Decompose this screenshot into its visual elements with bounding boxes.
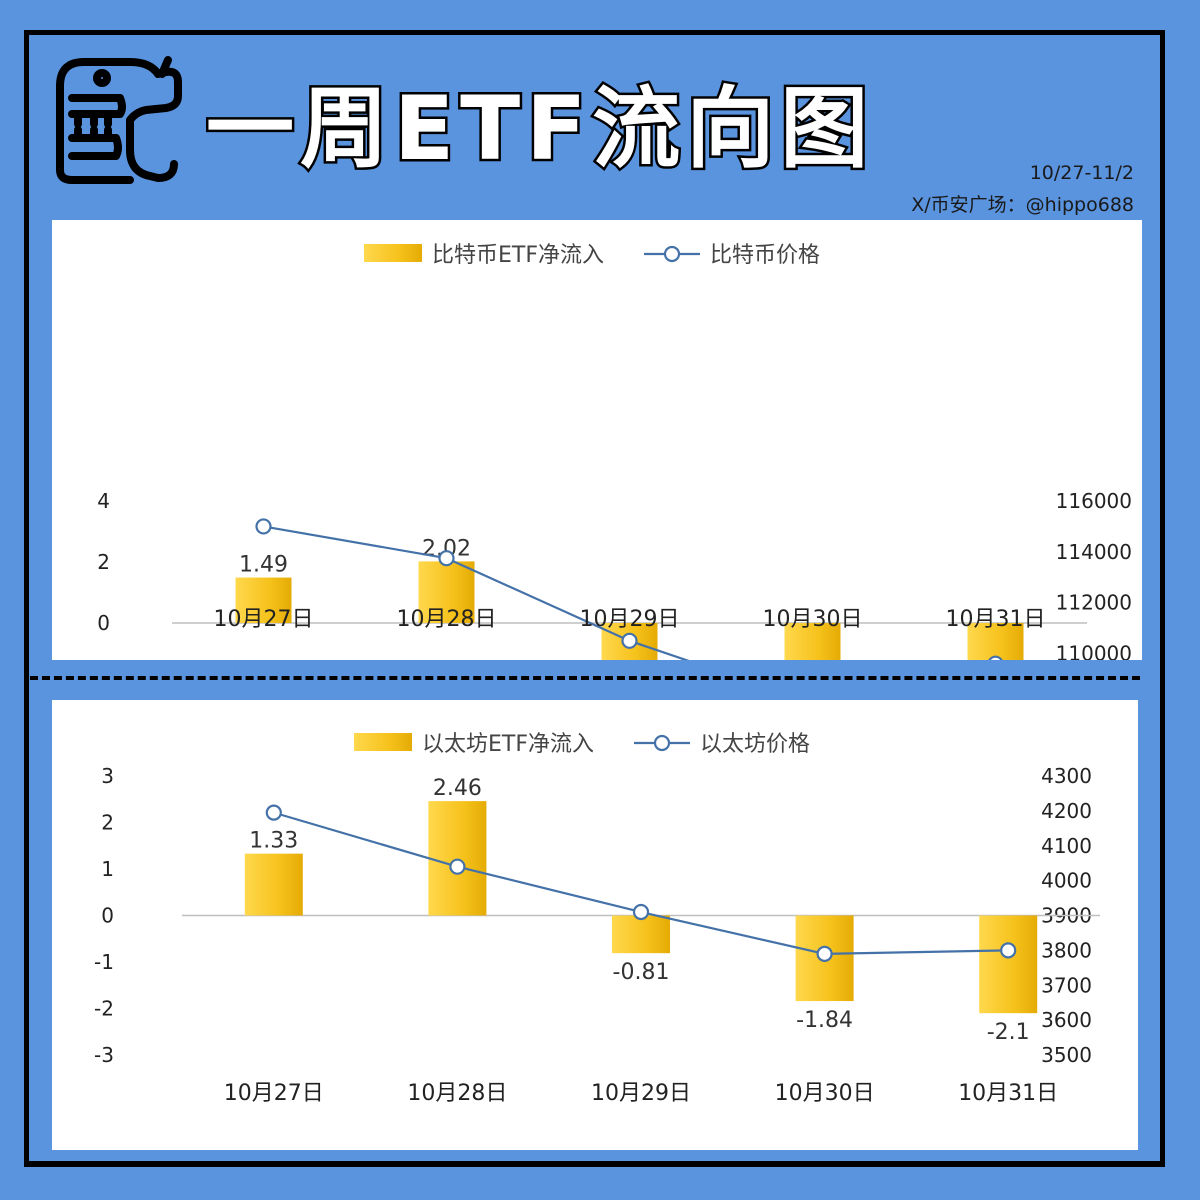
- category-label: 10月30日: [763, 607, 863, 632]
- left-axis-tick-label: 0: [101, 904, 114, 928]
- price-point: [988, 655, 1003, 660]
- btc-chart-panel: 420-2-4-61160001140001120001100001080001…: [52, 220, 1142, 660]
- category-label: 10月27日: [214, 607, 314, 632]
- bar: [428, 801, 487, 916]
- right-axis-tick-label: 110000: [1056, 642, 1132, 661]
- bar-data-label: 1.49: [239, 553, 288, 578]
- right-axis-tick-label: 3800: [1041, 938, 1092, 962]
- chart-legend: 比特币ETF净流入 比特币价格: [364, 243, 820, 268]
- bar-data-label: -2.1: [987, 1020, 1030, 1045]
- category-label: 10月31日: [946, 607, 1046, 632]
- legend-bar-label: 比特币ETF净流入: [432, 243, 604, 268]
- right-axis-tick-label: 3700: [1041, 973, 1092, 997]
- right-axis-tick-label: 4200: [1041, 799, 1092, 823]
- date-range: 10/27-11/2: [1029, 162, 1134, 184]
- right-axis-tick-label: 4100: [1041, 834, 1092, 858]
- price-point: [621, 632, 638, 649]
- category-label: 10月30日: [775, 1081, 875, 1106]
- eth-etf-chart: 3210-1-2-3430042004100400039003800370036…: [94, 732, 1100, 1106]
- right-axis-tick-label: 4000: [1041, 869, 1092, 893]
- bar: [244, 853, 303, 916]
- bar-data-label: 1.33: [249, 829, 298, 854]
- dashed-divider: [30, 676, 1140, 680]
- category-label: 10月31日: [958, 1081, 1058, 1106]
- legend-bar-label: 以太坊ETF净流入: [422, 732, 594, 757]
- left-axis-tick-label: 2: [101, 811, 114, 835]
- bar: [235, 577, 292, 623]
- price-point: [438, 550, 455, 567]
- price-point: [255, 518, 272, 535]
- right-axis-tick-label: 3600: [1041, 1008, 1092, 1032]
- left-axis-tick-label: 3: [101, 764, 114, 788]
- btc-etf-chart: 420-2-4-61160001140001120001100001080001…: [97, 243, 1132, 661]
- border-frame: [24, 30, 1165, 1167]
- price-point: [816, 945, 833, 962]
- category-label: 10月28日: [397, 607, 497, 632]
- right-axis-tick-label: 114000: [1056, 540, 1132, 564]
- price-point: [449, 858, 466, 875]
- chart-legend: 以太坊ETF净流入 以太坊价格: [354, 732, 810, 757]
- bar: [967, 623, 1024, 660]
- left-axis-tick-label: 2: [97, 550, 110, 574]
- left-axis-tick-label: -1: [94, 950, 114, 974]
- left-axis-tick-label: -2: [94, 997, 114, 1021]
- author-handle: X/币安广场：@hippo688: [911, 194, 1134, 216]
- price-point: [1000, 942, 1017, 959]
- bar: [979, 915, 1038, 1014]
- right-axis-tick-label: 3500: [1041, 1043, 1092, 1067]
- left-axis-tick-label: 1: [101, 857, 114, 881]
- category-label: 10月29日: [591, 1081, 691, 1106]
- right-axis-tick-label: 116000: [1056, 489, 1132, 513]
- price-point: [265, 804, 282, 821]
- page-title: 一周ETF流向图: [203, 75, 875, 183]
- legend-bar-swatch: [364, 244, 422, 262]
- hippo-logo-icon: [56, 56, 182, 184]
- legend-line-marker: [653, 734, 671, 752]
- legend-bar-swatch: [354, 733, 412, 751]
- category-label: 10月28日: [407, 1081, 507, 1106]
- bar: [418, 561, 475, 623]
- bar-data-label: -0.81: [613, 960, 670, 985]
- legend-line-label: 比特币价格: [710, 243, 820, 268]
- bar-data-label: -1.84: [796, 1008, 853, 1033]
- left-axis-tick-label: 0: [97, 611, 110, 635]
- right-axis-tick-label: 4300: [1041, 764, 1092, 788]
- eth-chart-panel: 3 2 1 0 -1 -2 -3 4300 4200 4100 4000 3900 3800 3700 36…: [52, 700, 1138, 1150]
- category-label: 10月29日: [580, 607, 680, 632]
- right-axis-tick-label: 112000: [1056, 591, 1132, 615]
- category-label: 10月27日: [224, 1081, 324, 1106]
- bar: [612, 915, 670, 954]
- bar-data-label: 2.46: [433, 776, 482, 801]
- legend-line-marker: [663, 245, 681, 263]
- legend-line-label: 以太坊价格: [700, 732, 810, 757]
- left-axis-tick-label: 4: [97, 489, 110, 513]
- bar: [784, 623, 841, 660]
- left-axis-tick-label: -3: [94, 1043, 114, 1067]
- price-point: [632, 903, 650, 921]
